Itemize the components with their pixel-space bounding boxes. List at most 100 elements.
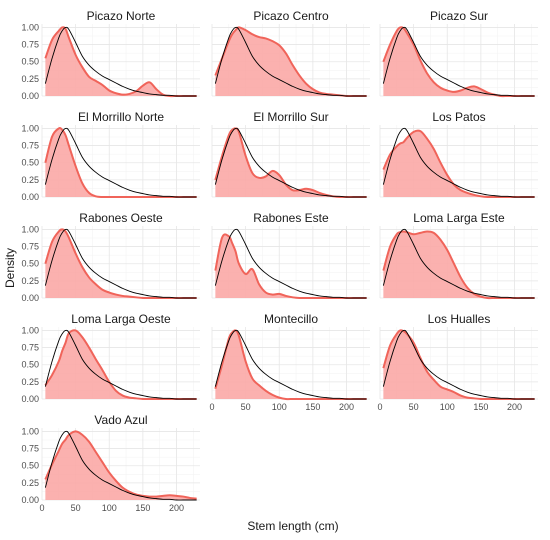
panel-11: Los Hualles 0 50 100 150 200 xyxy=(377,312,538,412)
reference-line xyxy=(44,228,197,299)
x-tick-label: 100 xyxy=(272,402,287,412)
x-tick-label: 50 xyxy=(241,402,251,412)
y-tick-label: 0.25 xyxy=(21,377,39,387)
x-tick-label: 0 xyxy=(39,503,44,513)
panel-title: El Morrillo Norte xyxy=(78,110,164,124)
y-tick-label: 0.75 xyxy=(21,141,39,151)
y-tick-label: 0.25 xyxy=(21,478,39,488)
panel-title: Los Patos xyxy=(432,110,485,124)
reference-line xyxy=(382,228,535,299)
panel-12: Vado Azul 0.00 0.25 0.50 0.75 1.00 0 50 100 150 20… xyxy=(21,413,200,513)
density-area xyxy=(383,231,535,299)
reference-line xyxy=(44,26,197,97)
panel-6: Rabones Oeste 0.00 0.25 0.50 0.75 1.00 xyxy=(21,211,200,303)
y-tick-label: 0.50 xyxy=(21,259,39,269)
panel-title: Montecillo xyxy=(264,312,318,326)
reference-line xyxy=(382,26,535,97)
density-line xyxy=(382,26,535,98)
y-tick-label: 0.25 xyxy=(21,276,39,286)
panel-title: Los Hualles xyxy=(428,312,491,326)
y-tick-label: 0.75 xyxy=(21,242,39,252)
panel-title: Vado Azul xyxy=(94,413,147,427)
x-tick-label: 200 xyxy=(169,503,184,513)
y-tick-label: 0.75 xyxy=(21,40,39,50)
density-area xyxy=(383,27,535,97)
y-tick-label: 0.25 xyxy=(21,175,39,185)
density-area xyxy=(215,234,367,299)
x-tick-label: 200 xyxy=(507,402,522,412)
panel-9: Loma Larga Oeste 0.00 0.25 0.50 0.75 1.00 xyxy=(21,312,200,404)
panel-title: El Morrillo Sur xyxy=(253,110,328,124)
x-tick-label: 50 xyxy=(71,503,81,513)
panel-title: Loma Larga Este xyxy=(413,211,505,225)
y-tick-label: 0.75 xyxy=(21,444,39,454)
panel-7: Rabones Este xyxy=(211,211,370,300)
panel-title: Picazo Sur xyxy=(430,9,488,23)
density-line xyxy=(44,430,197,500)
y-tick-label: 1.00 xyxy=(21,224,39,234)
y-tick-label: 1.00 xyxy=(21,22,39,32)
reference-line xyxy=(214,26,367,97)
y-tick-label: 0.25 xyxy=(21,74,39,84)
density-line xyxy=(382,129,535,199)
panel-title: Rabones Oeste xyxy=(79,211,163,225)
y-tick-label: 0.00 xyxy=(21,293,39,303)
panel-10: Montecillo 0 50 100 150 200 xyxy=(209,312,370,412)
density-area xyxy=(215,27,367,97)
panel-title: Loma Larga Oeste xyxy=(71,312,171,326)
y-tick-label: 1.00 xyxy=(21,123,39,133)
density-area xyxy=(383,130,535,198)
y-tick-label: 0.50 xyxy=(21,57,39,67)
density-area xyxy=(383,330,535,400)
panel-title: Rabones Este xyxy=(253,211,329,225)
x-tick-label: 200 xyxy=(339,402,354,412)
panel-title: Picazo Centro xyxy=(253,9,329,23)
density-area xyxy=(45,330,197,400)
facet-panels: Picazo Norte 0.00 0.25 0.50 0.75 1.00 Picazo C… xyxy=(21,9,538,513)
x-axis-title: Stem length (cm) xyxy=(247,519,338,533)
density-area xyxy=(45,229,197,299)
panel-4: El Morrillo Sur xyxy=(211,110,370,199)
panel-2: Picazo Sur xyxy=(379,9,538,98)
x-tick-label: 100 xyxy=(102,503,117,513)
density-line xyxy=(44,228,197,300)
panel-5: Los Patos xyxy=(379,110,538,199)
density-line xyxy=(214,233,367,300)
y-tick-label: 0.50 xyxy=(21,461,39,471)
y-tick-label: 0.00 xyxy=(21,192,39,202)
x-tick-label: 150 xyxy=(135,503,150,513)
reference-line xyxy=(44,329,197,400)
panel-8: Loma Larga Este xyxy=(379,211,538,300)
x-tick-label: 150 xyxy=(473,402,488,412)
density-area xyxy=(45,27,197,97)
y-tick-label: 1.00 xyxy=(21,426,39,436)
x-tick-label: 0 xyxy=(209,402,214,412)
reference-line xyxy=(44,127,197,198)
reference-line xyxy=(214,127,367,198)
y-tick-label: 0.00 xyxy=(21,91,39,101)
panel-title: Picazo Norte xyxy=(87,9,156,23)
x-tick-label: 0 xyxy=(377,402,382,412)
density-area xyxy=(215,330,367,400)
density-line xyxy=(44,26,197,98)
density-area xyxy=(45,431,197,500)
density-line xyxy=(44,329,197,401)
x-tick-label: 50 xyxy=(409,402,419,412)
reference-line xyxy=(382,329,535,400)
panel-0: Picazo Norte 0.00 0.25 0.50 0.75 1.00 xyxy=(21,9,200,101)
y-tick-label: 0.75 xyxy=(21,343,39,353)
panel-3: El Morrillo Norte 0.00 0.25 0.50 0.75 1.00 xyxy=(21,110,200,202)
y-tick-label: 1.00 xyxy=(21,325,39,335)
y-tick-label: 0.50 xyxy=(21,158,39,168)
reference-line xyxy=(44,430,197,501)
density-line xyxy=(382,329,535,401)
reference-line xyxy=(382,127,535,198)
y-tick-label: 0.00 xyxy=(21,394,39,404)
reference-line xyxy=(214,329,367,400)
panel-1: Picazo Centro xyxy=(211,9,370,98)
y-tick-label: 0.50 xyxy=(21,360,39,370)
x-tick-label: 150 xyxy=(305,402,320,412)
density-line xyxy=(44,127,197,199)
y-axis-title: Density xyxy=(3,248,17,288)
